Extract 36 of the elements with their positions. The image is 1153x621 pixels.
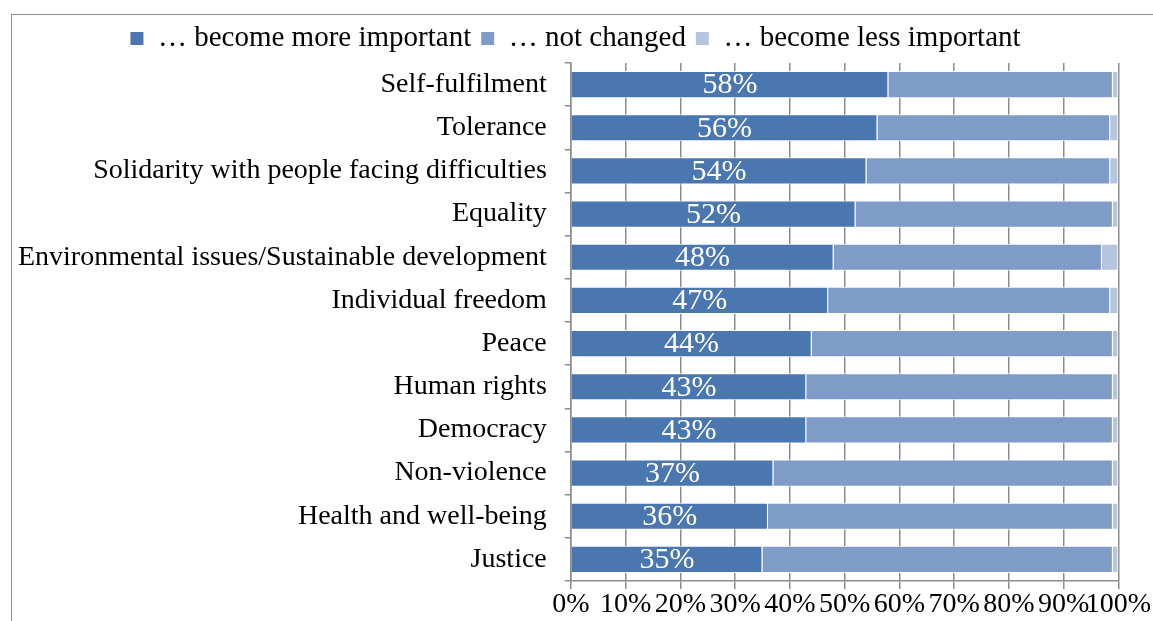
legend-label: … become less important — [723, 20, 1021, 53]
data-label: 37% — [644, 454, 700, 488]
y-tick-label: Justice — [470, 541, 547, 573]
y-tick-label: Solidarity with people facing difficulties — [93, 153, 547, 185]
legend-label: … become more important — [157, 20, 472, 53]
y-tick-label: Peace — [481, 325, 547, 357]
y-tick-label: Human rights — [393, 369, 547, 401]
data-label: 35% — [639, 541, 695, 575]
data-label: 48% — [675, 239, 731, 273]
x-tick-label: 40% — [764, 587, 816, 619]
y-tick-label: Non-violence — [394, 455, 547, 487]
x-tick-label: 80% — [983, 587, 1035, 619]
y-tick-label: Self-fulfilment — [380, 66, 547, 98]
data-label: 47% — [672, 282, 728, 316]
data-label: 36% — [642, 498, 698, 532]
y-tick-label: Individual freedom — [331, 282, 548, 314]
y-tick-label: Health and well-being — [297, 498, 547, 530]
legend-label: … not changed — [508, 20, 687, 53]
data-label: 54% — [691, 152, 747, 186]
data-label: 56% — [696, 109, 752, 143]
x-tick-label: 50% — [818, 587, 871, 619]
x-tick-label: 0% — [552, 587, 590, 619]
data-label: 52% — [686, 195, 742, 229]
data-label: 43% — [661, 411, 717, 445]
data-label: 58% — [702, 66, 758, 100]
x-tick-label: 70% — [928, 587, 980, 619]
x-tick-label: 30% — [709, 587, 761, 619]
data-label: 43% — [661, 368, 717, 402]
y-tick-label: Tolerance — [436, 110, 547, 142]
y-tick-label: Equality — [451, 196, 547, 228]
y-tick-label: Democracy — [417, 412, 547, 444]
x-tick-label: 10% — [599, 587, 652, 619]
x-tick-label: 60% — [873, 587, 925, 619]
data-label: 44% — [664, 325, 720, 359]
x-tick-label: 20% — [654, 587, 706, 619]
y-tick-label: Environmental issues/Sustainable development — [17, 239, 547, 271]
